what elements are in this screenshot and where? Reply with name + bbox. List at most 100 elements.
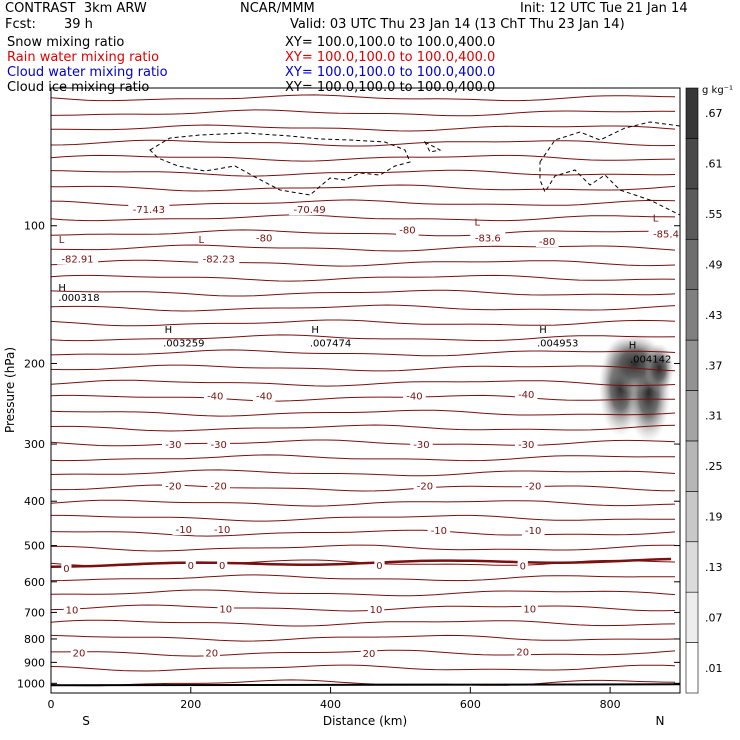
forecast-hour: 39 h [64, 17, 93, 32]
cloud-ice-outline-0 [149, 132, 411, 196]
high-marker: H [165, 325, 173, 336]
cloud-ice-outline-1 [423, 140, 442, 153]
direction-south: S [82, 714, 90, 728]
temperature-label: -30 [518, 440, 534, 451]
temp-label-bg [514, 438, 538, 451]
freezing-level-line [51, 557, 672, 568]
temperature-label: 20 [205, 648, 218, 659]
isotherm-line-39 [51, 679, 676, 687]
temp-label-bg [203, 389, 227, 402]
colorbar-bin [685, 390, 699, 442]
temperature-label: -10 [176, 525, 192, 536]
cloud-ice-max-label: .003259 [163, 339, 204, 350]
colorbar-unit: g kg⁻¹ [702, 85, 733, 96]
colorbar-bin [685, 339, 699, 391]
plot-area [51, 94, 680, 687]
colorbar-bin [685, 238, 699, 290]
temp-label-bg [360, 646, 378, 659]
y-tick-label: 100 [24, 220, 45, 233]
temperature-label: -20 [165, 482, 181, 493]
temp-label-bg [162, 438, 185, 451]
temp-label-bg [56, 252, 99, 265]
isotherm-line-13 [51, 289, 676, 297]
x-tick-label: 200 [180, 698, 201, 711]
cloud-ice-max-label: .000318 [58, 293, 99, 304]
isotherm-line-3 [51, 139, 676, 147]
isotherm-line-4 [51, 154, 676, 162]
temp-label-bg [514, 645, 531, 658]
direction-north: N [656, 714, 665, 728]
temperature-label: -80 [539, 237, 555, 248]
temperature-label: 0 [376, 561, 382, 572]
isotherm-line-27 [51, 499, 676, 507]
temp-label-bg [410, 438, 433, 451]
isotherm-line-2 [51, 124, 676, 132]
colorbar-label: .25 [705, 460, 723, 473]
temp-label-bg [517, 559, 528, 572]
plot-frame [50, 87, 681, 694]
isotherm-line-0 [51, 94, 676, 102]
colorbar-bin [685, 138, 699, 190]
isotherm-line-28 [51, 514, 675, 522]
temperature-label: 0 [63, 564, 69, 575]
temperature-label: -85.4 [653, 230, 679, 241]
colorbar: .01 .07 .13 .19 .25 .31 .37 .43 .49 .55 .61 .67 g kg… [685, 85, 733, 694]
y-tick-label: 300 [24, 438, 45, 451]
temperature-label: -10 [431, 526, 447, 537]
temperature-label: -30 [165, 440, 181, 451]
colorbar-bin [685, 491, 699, 543]
isotherm-line-26 [51, 484, 676, 492]
low-marker: L [198, 235, 204, 246]
x-tick-label: 600 [460, 698, 481, 711]
isotherm-line-24 [51, 454, 676, 462]
isotherm-line-29 [51, 529, 676, 537]
isotherm-line-19 [51, 379, 676, 387]
temperature-label: 20 [516, 647, 529, 658]
temperature-label: -40 [406, 392, 422, 403]
isotherm-line-38 [51, 664, 676, 672]
temp-label-bg [367, 602, 385, 615]
temp-label-bg [63, 603, 81, 616]
legend-snow-xy: XY= 100.0,100.0 to 100.0,400.0 [285, 35, 496, 50]
temp-label-bg [70, 646, 88, 659]
org-label: NCAR/MMM [240, 1, 315, 16]
isotherm-line-11 [51, 259, 676, 267]
isotherm-line-12 [51, 274, 676, 282]
isotherm-line-25 [51, 469, 676, 477]
x-tick-label: 0 [48, 698, 55, 711]
temperature-label: -71.43 [133, 205, 165, 216]
colorbar-label: .43 [705, 309, 723, 322]
temp-label-bg [207, 479, 231, 492]
temperature-label: 0 [188, 561, 194, 572]
isotherm-line-21 [51, 409, 676, 417]
temp-label-bg [521, 602, 538, 615]
temperature-label: -82.23 [203, 255, 235, 266]
colorbar-bin [685, 642, 699, 694]
valid-time: Valid: 03 UTC Thu 23 Jan 14 (13 ChT Thu … [290, 17, 625, 32]
temp-label-bg [470, 231, 506, 244]
y-tick-label: 400 [24, 495, 45, 508]
y-axis-label: Pressure (hPa) [3, 347, 17, 433]
colorbar-label: .67 [705, 107, 723, 120]
temperature-label: 10 [523, 604, 536, 615]
temp-label-bg [61, 562, 72, 575]
temp-label-bg [162, 479, 185, 492]
temp-label-bg [514, 387, 538, 400]
temperature-label: 0 [520, 562, 526, 573]
isotherm-line-35 [51, 619, 676, 627]
temperature-label: -20 [211, 482, 227, 493]
temp-label-bg [203, 646, 220, 659]
temperature-label: -40 [256, 392, 272, 403]
colorbar-label: .31 [705, 410, 723, 423]
temp-label-bg [396, 223, 419, 236]
isotherm-line-15 [51, 319, 676, 327]
colorbar-bin [685, 591, 699, 643]
legend-cloudwater-name: Cloud water mixing ratio [7, 65, 168, 80]
colorbar-label: .19 [705, 511, 723, 524]
colorbar-bin [685, 188, 699, 240]
y-tick-label: 500 [24, 540, 45, 553]
isotherm-line-8 [51, 214, 676, 222]
colorbar-bin [685, 87, 699, 139]
legend-rain-name: Rain water mixing ratio [7, 50, 160, 65]
